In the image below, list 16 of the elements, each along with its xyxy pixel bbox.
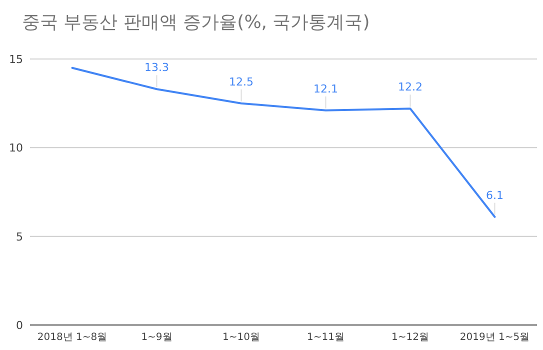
y-tick-label: 0 [16,319,23,332]
x-tick-label: 2018년 1~8월 [37,332,108,343]
text: 13.3 [144,61,169,74]
text: 12.5 [229,75,254,88]
x-tick-label: 1~11월 [307,332,344,343]
x-tick-label: 1~9월 [141,332,172,343]
chart-title: 중국 부동산 판매액 증가율(%, 국가통계국) [22,12,370,33]
y-tick-label: 15 [9,53,23,66]
y-tick-label: 5 [16,230,23,244]
x-tick-label: 1~12월 [392,332,429,343]
x-tick-label: 1~10월 [222,332,260,343]
text: 12.1 [314,82,338,96]
y-tick-label: 10 [9,142,23,155]
x-tick-label: 2019년 1~5월 [460,332,530,343]
text: 6.1 [486,188,504,202]
text: 12.2 [398,80,422,94]
